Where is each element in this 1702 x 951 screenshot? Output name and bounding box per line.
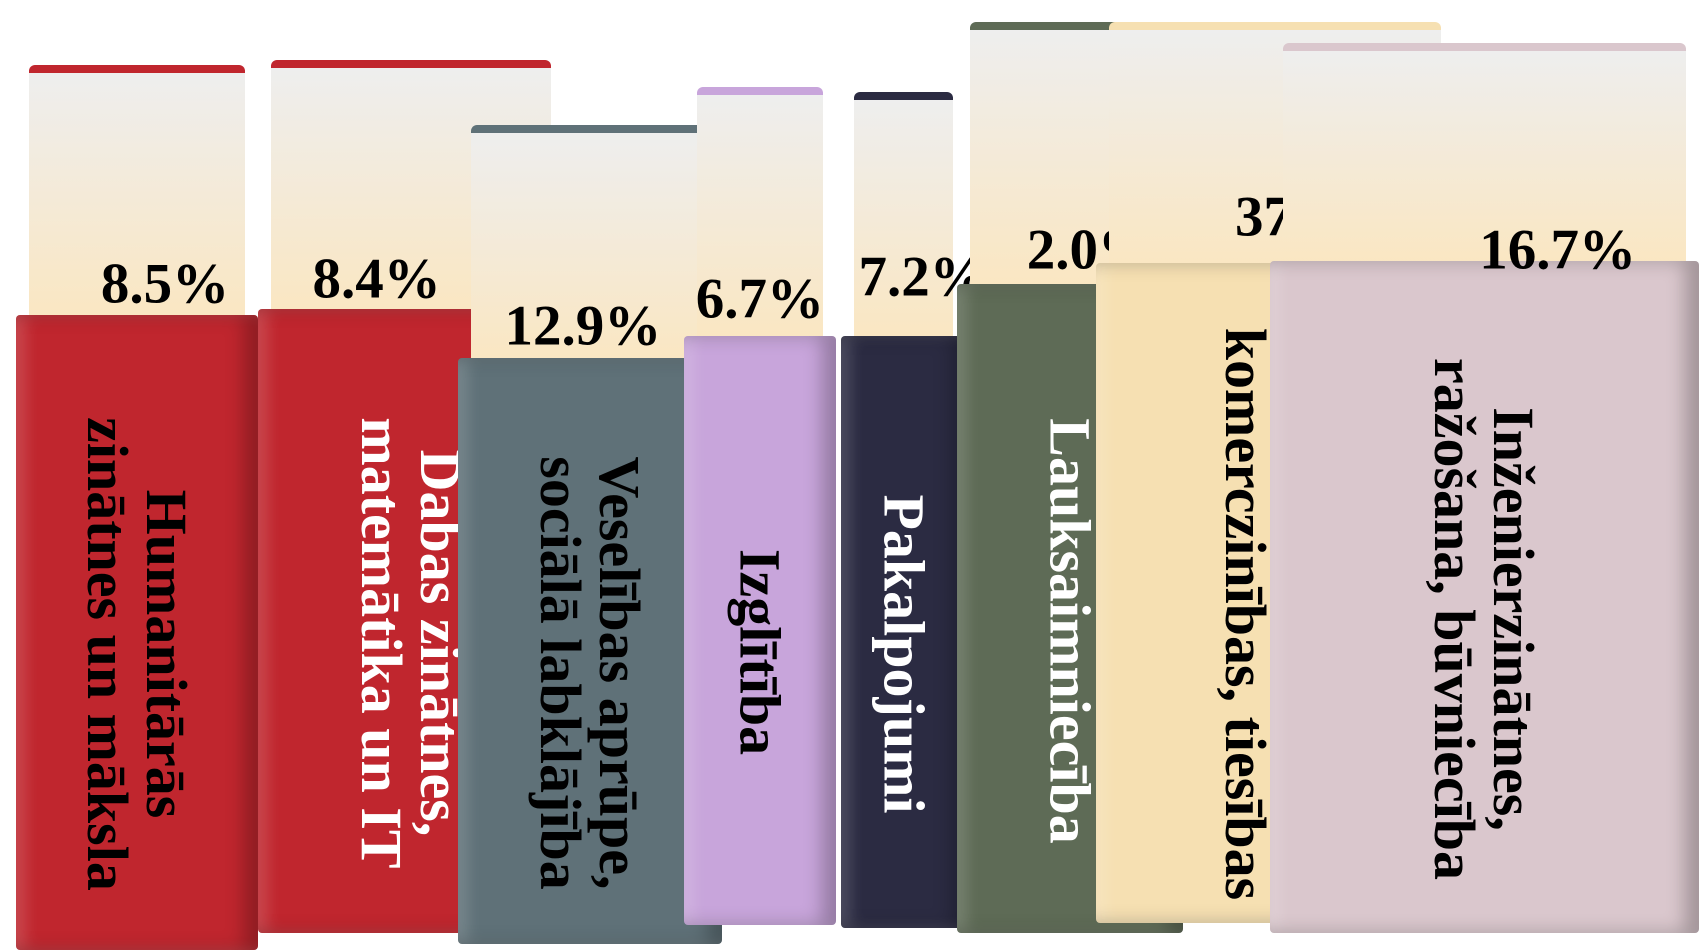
book-label: Dabas zinātnes, matemātika un IT	[352, 347, 470, 939]
book-pages	[854, 92, 953, 355]
value-label: 8.5%	[101, 252, 229, 317]
book-label: Humanitārās zinātnes un māksla	[78, 353, 196, 951]
value-label: 6.7%	[696, 266, 824, 331]
book-label: Lauksaimniecība	[1041, 322, 1100, 939]
infographic: Humanitārās zinātnes un māksla 8.5% Dabas …	[0, 0, 1702, 951]
book-label: Pakalpojumi	[874, 374, 933, 933]
value-label: 8.4%	[313, 246, 441, 311]
book-label: Izglītība	[730, 374, 789, 930]
book-label: Veselības aprūpe, sociālā labklājība	[531, 396, 649, 950]
book-label: Inženierzinātnes, ražošana, būvniecība	[1425, 299, 1543, 939]
value-label: 16.7%	[1479, 217, 1636, 282]
value-label: 12.9%	[505, 293, 662, 358]
